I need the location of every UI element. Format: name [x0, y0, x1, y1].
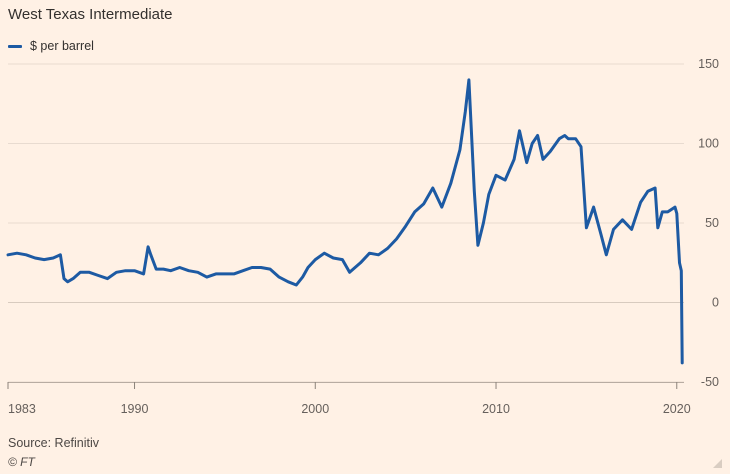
- legend-swatch: [8, 44, 22, 48]
- x-tick-label: 2000: [301, 402, 329, 416]
- x-tick-label: 2010: [482, 402, 510, 416]
- chart-title: West Texas Intermediate: [8, 6, 173, 23]
- y-tick-label: -50: [701, 375, 719, 389]
- legend-label: $ per barrel: [30, 39, 94, 53]
- y-tick-label: 100: [698, 137, 719, 151]
- y-tick-label: 0: [712, 296, 719, 310]
- copyright-note: © FT: [8, 455, 35, 469]
- legend: $ per barrel: [8, 39, 94, 53]
- y-tick-label: 50: [705, 216, 719, 230]
- x-tick-label: 1990: [121, 402, 149, 416]
- series-line: [6, 78, 684, 365]
- corner-fold-icon: [713, 459, 722, 468]
- x-tick-label: 2020: [663, 402, 691, 416]
- x-tick-label: 1983: [8, 402, 36, 416]
- source-note: Source: Refinitiv: [8, 436, 100, 450]
- y-tick-label: 150: [698, 57, 719, 71]
